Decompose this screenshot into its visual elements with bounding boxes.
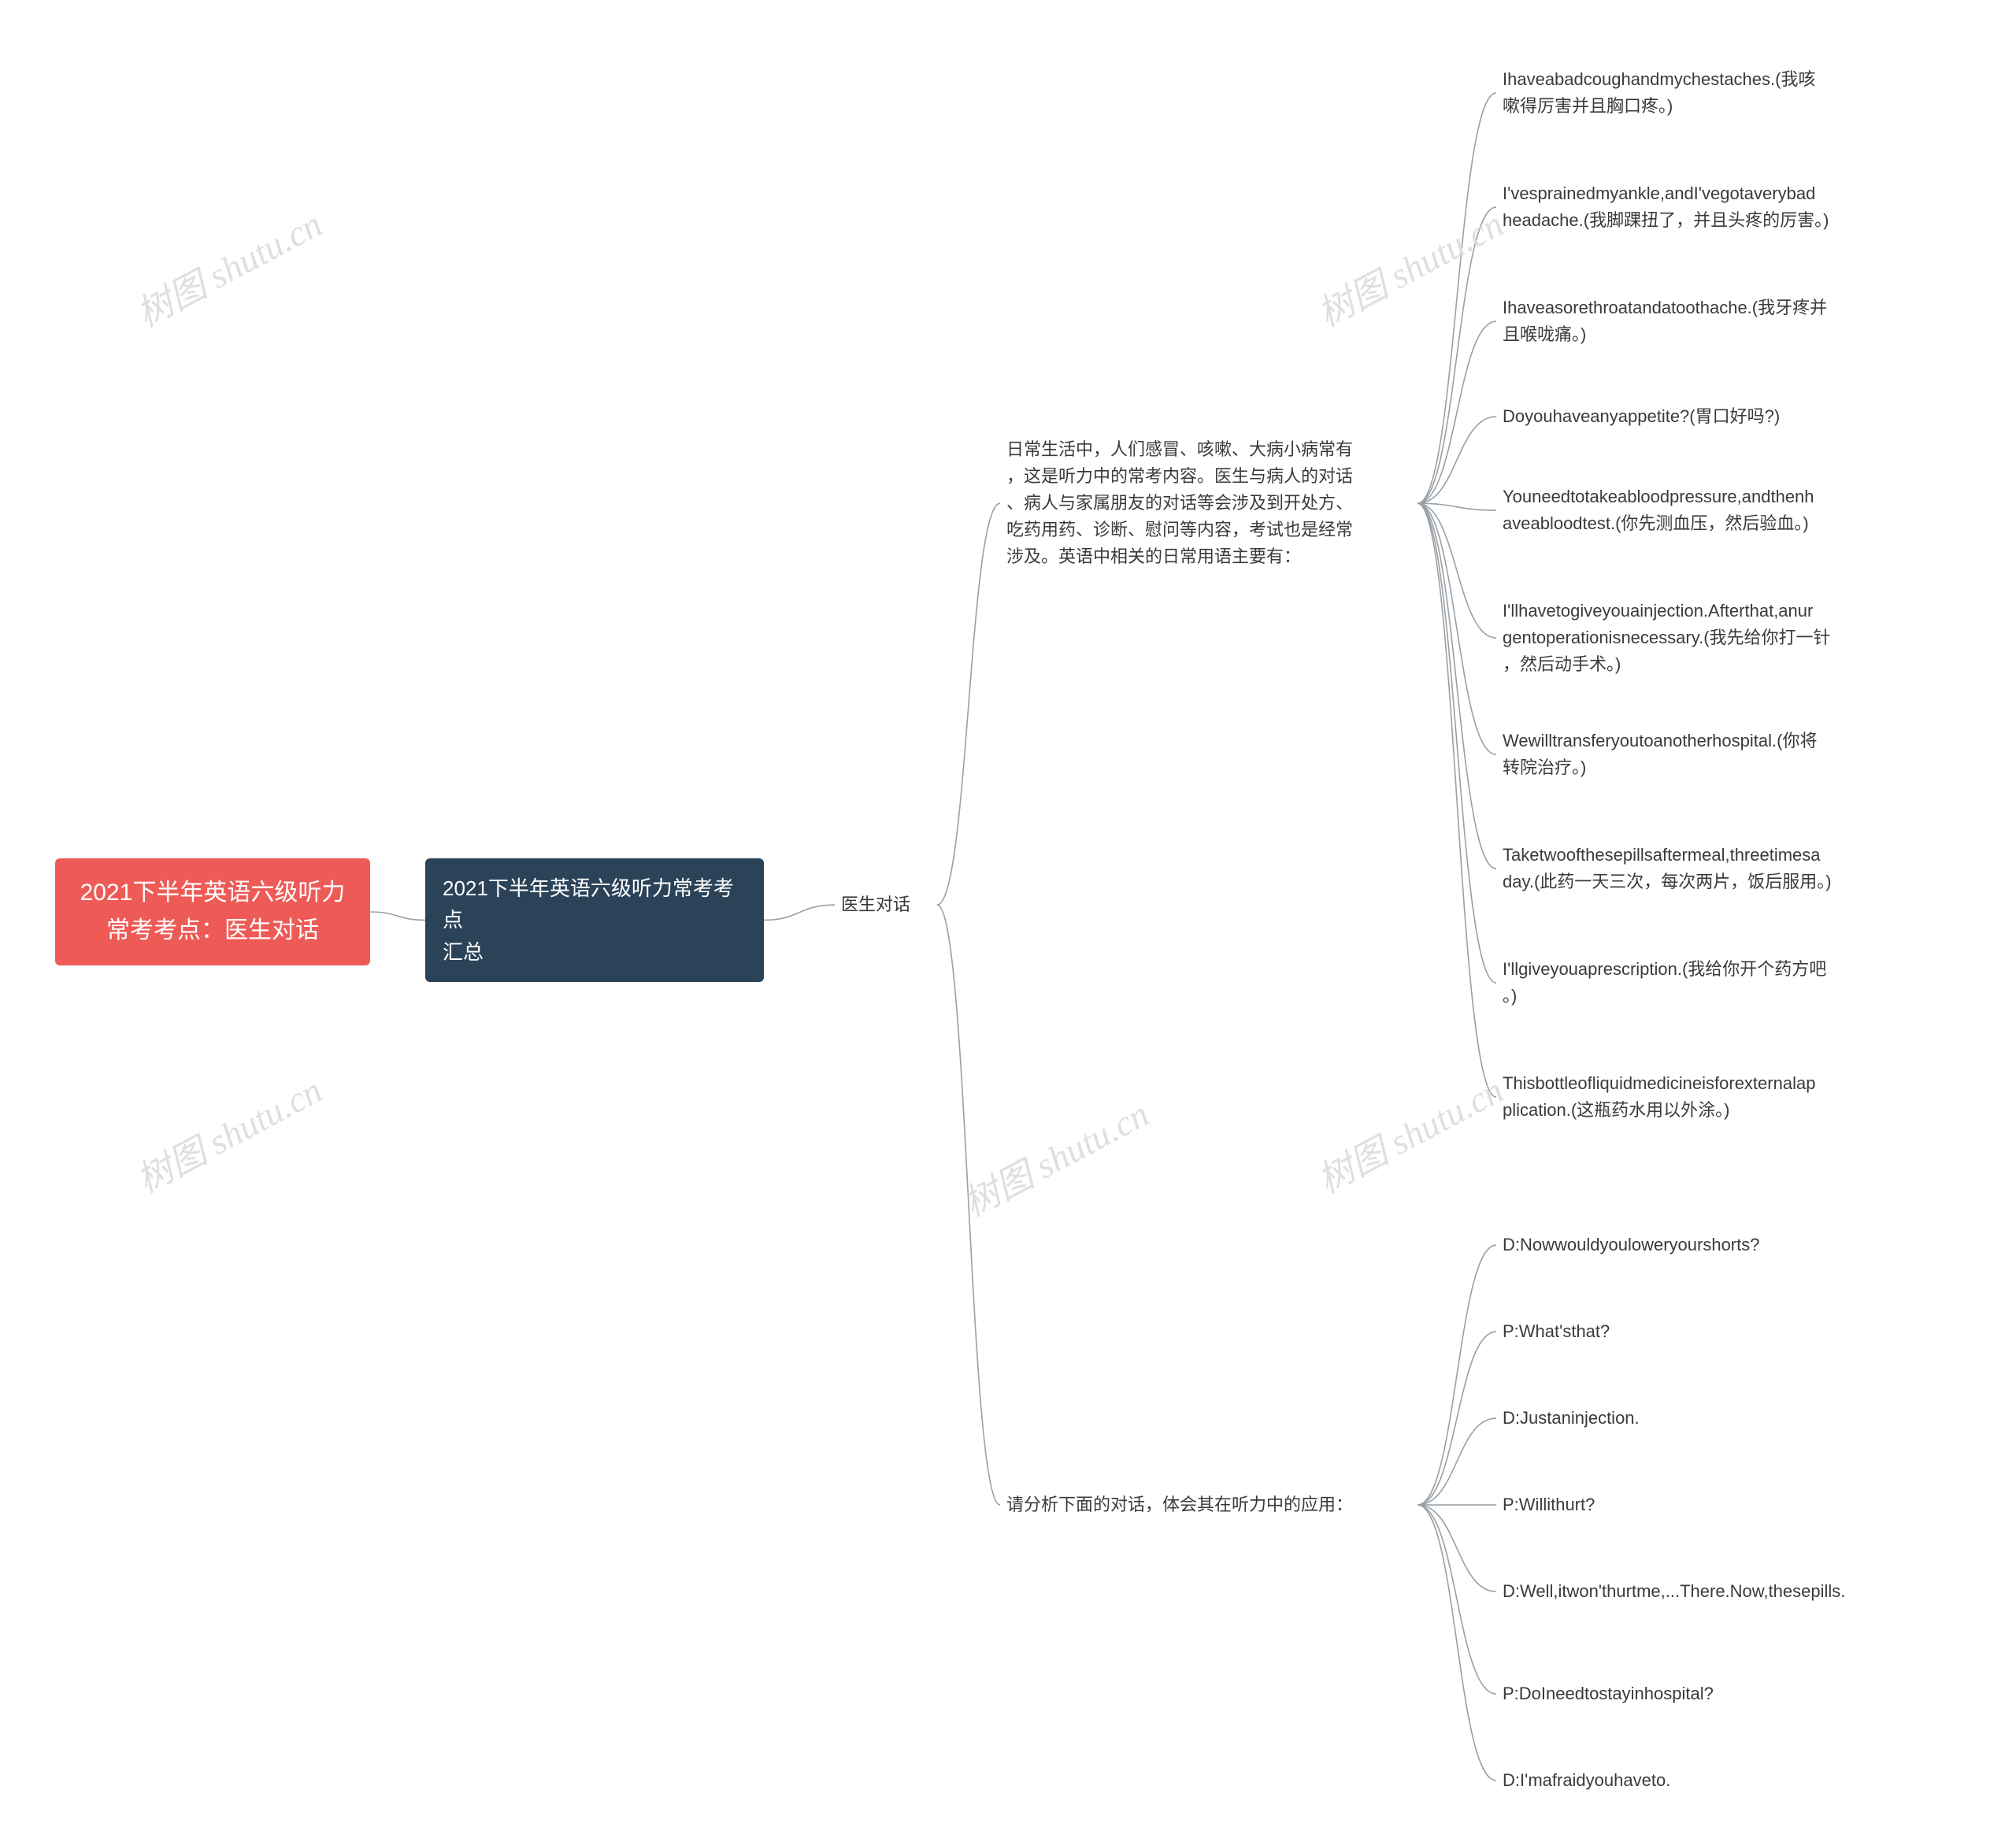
leaf-line: I'llhavetogiveyouainjection.Afterthat,an… bbox=[1503, 601, 1813, 621]
mindmap-node-doctor-dialogue[interactable]: 医生对话 bbox=[835, 888, 937, 921]
mindmap-leaf[interactable]: Taketwoofthesepillsaftermeal,threetimesa… bbox=[1496, 839, 1890, 899]
leaf-line: 转院治疗。) bbox=[1503, 758, 1586, 777]
leaf-line: Thisbottleofliquidmedicineisforexternala… bbox=[1503, 1073, 1815, 1093]
leaf-line: ，然后动手术。) bbox=[1503, 654, 1621, 674]
watermark: 树图 shutu.cn bbox=[1307, 1062, 1511, 1203]
mindmap-leaf[interactable]: Ihaveabadcoughandmychestaches.(我咳嗽得厉害并且胸… bbox=[1496, 63, 1890, 123]
leaf-line: P:What'sthat? bbox=[1503, 1321, 1610, 1341]
leaf-line: day.(此药一天三次，每次两片，饭后服用。) bbox=[1503, 872, 1832, 891]
leaf-line: headache.(我脚踝扭了，并且头疼的厉害。) bbox=[1503, 210, 1829, 230]
intro-line: 吃药用药、诊断、慰问等内容，考试也是经常 bbox=[1006, 520, 1353, 539]
watermark: 树图 shutu.cn bbox=[1307, 196, 1511, 337]
mindmap-leaf[interactable]: P:DoIneedtostayinhospital? bbox=[1496, 1677, 1890, 1710]
mindmap-leaf[interactable]: Wewilltransferyoutoanotherhospital.(你将转院… bbox=[1496, 724, 1890, 784]
mindmap-leaf[interactable]: D:I'mafraidyouhaveto. bbox=[1496, 1764, 1890, 1797]
mindmap-leaf[interactable]: D:Justaninjection. bbox=[1496, 1402, 1890, 1435]
leaf-line: Wewilltransferyoutoanotherhospital.(你将 bbox=[1503, 731, 1817, 750]
mindmap-leaf[interactable]: D:Well,itwon'thurtme,...There.Now,thesep… bbox=[1496, 1575, 1890, 1608]
intro-line: 涉及。英语中相关的日常用语主要有： bbox=[1006, 547, 1301, 566]
mindmap-leaf[interactable]: P:Willithurt? bbox=[1496, 1488, 1890, 1521]
leaf-line: P:DoIneedtostayinhospital? bbox=[1503, 1684, 1714, 1703]
mindmap-leaf[interactable]: Youneedtotakeabloodpressure,andthenh avea… bbox=[1496, 480, 1890, 540]
mindmap-root[interactable]: 2021下半年英语六级听力 常考考点：医生对话 bbox=[55, 858, 370, 965]
secB-text: 请分析下面的对话，体会其在听力中的应用： bbox=[1006, 1495, 1353, 1514]
leaf-line: P:Willithurt? bbox=[1503, 1495, 1595, 1514]
mindmap-leaf[interactable]: I'llgiveyouaprescription.(我给你开个药方吧。) bbox=[1496, 953, 1890, 1013]
leaf-line: 嗽得厉害并且胸口疼。) bbox=[1503, 96, 1673, 116]
mindmap-node-summary[interactable]: 2021下半年英语六级听力常考考点 汇总 bbox=[425, 858, 764, 982]
root-line1: 2021下半年英语六级听力 bbox=[80, 880, 346, 906]
intro-line: 、病人与家属朋友的对话等会涉及到开处方、 bbox=[1006, 493, 1353, 513]
leaf-line: Ihaveabadcoughandmychestaches.(我咳 bbox=[1503, 69, 1815, 89]
leaf-line: D:Nowwouldyouloweryourshorts? bbox=[1503, 1235, 1759, 1254]
intro-line: 日常生活中，人们感冒、咳嗽、大病小病常有 bbox=[1006, 439, 1353, 459]
leaf-line: gentoperationisnecessary.(我先给你打一针 bbox=[1503, 628, 1831, 647]
leaf-line: I'llgiveyouaprescription.(我给你开个药方吧 bbox=[1503, 959, 1826, 979]
mindmap-node-intro-paragraph[interactable]: 日常生活中，人们感冒、咳嗽、大病小病常有 ，这是听力中的常考内容。医生与病人的对话… bbox=[1000, 433, 1418, 573]
mindmap-node-analyze-dialogue[interactable]: 请分析下面的对话，体会其在听力中的应用： bbox=[1000, 1488, 1418, 1521]
mindmap-leaf[interactable]: I'llhavetogiveyouainjection.Afterthat,an… bbox=[1496, 595, 1890, 681]
lvl2-text: 医生对话 bbox=[841, 895, 910, 914]
lvl1-line2: 汇总 bbox=[443, 940, 484, 964]
leaf-line: Doyouhaveanyappetite?(胃口好吗?) bbox=[1503, 406, 1780, 426]
watermark: 树图 shutu.cn bbox=[126, 1062, 330, 1203]
leaf-line: 。) bbox=[1503, 986, 1517, 1006]
leaf-line: Youneedtotakeabloodpressure,andthenh bbox=[1503, 487, 1814, 506]
leaf-line: D:Justaninjection. bbox=[1503, 1408, 1640, 1428]
leaf-line: plication.(这瓶药水用以外涂。) bbox=[1503, 1100, 1729, 1120]
leaf-line: D:Well,itwon'thurtme,...There.Now,thesep… bbox=[1503, 1581, 1845, 1601]
mindmap-leaf[interactable]: Ihaveasorethroatandatoothache.(我牙疼并且喉咙痛。… bbox=[1496, 291, 1890, 351]
intro-line: ，这是听力中的常考内容。医生与病人的对话 bbox=[1006, 466, 1353, 486]
leaf-line: D:I'mafraidyouhaveto. bbox=[1503, 1770, 1670, 1790]
leaf-line: 且喉咙痛。) bbox=[1503, 324, 1586, 344]
leaf-line: Taketwoofthesepillsaftermeal,threetimesa bbox=[1503, 845, 1821, 865]
root-line2: 常考考点：医生对话 bbox=[106, 917, 319, 943]
mindmap-leaf[interactable]: Thisbottleofliquidmedicineisforexternala… bbox=[1496, 1067, 1890, 1127]
mindmap-leaf[interactable]: Doyouhaveanyappetite?(胃口好吗?) bbox=[1496, 400, 1890, 433]
mindmap-leaf[interactable]: P:What'sthat? bbox=[1496, 1315, 1890, 1348]
watermark: 树图 shutu.cn bbox=[953, 1086, 1157, 1227]
mindmap-leaf[interactable]: I'vesprainedmyankle,andI'vegotaverybad he… bbox=[1496, 177, 1890, 237]
mindmap-leaf[interactable]: D:Nowwouldyouloweryourshorts? bbox=[1496, 1228, 1890, 1262]
watermark: 树图 shutu.cn bbox=[126, 196, 330, 337]
leaf-line: I'vesprainedmyankle,andI'vegotaverybad bbox=[1503, 183, 1815, 203]
leaf-line: Ihaveasorethroatandatoothache.(我牙疼并 bbox=[1503, 298, 1827, 317]
leaf-line: aveabloodtest.(你先测血压，然后验血。) bbox=[1503, 513, 1809, 533]
lvl1-line1: 2021下半年英语六级听力常考考点 bbox=[443, 876, 734, 932]
